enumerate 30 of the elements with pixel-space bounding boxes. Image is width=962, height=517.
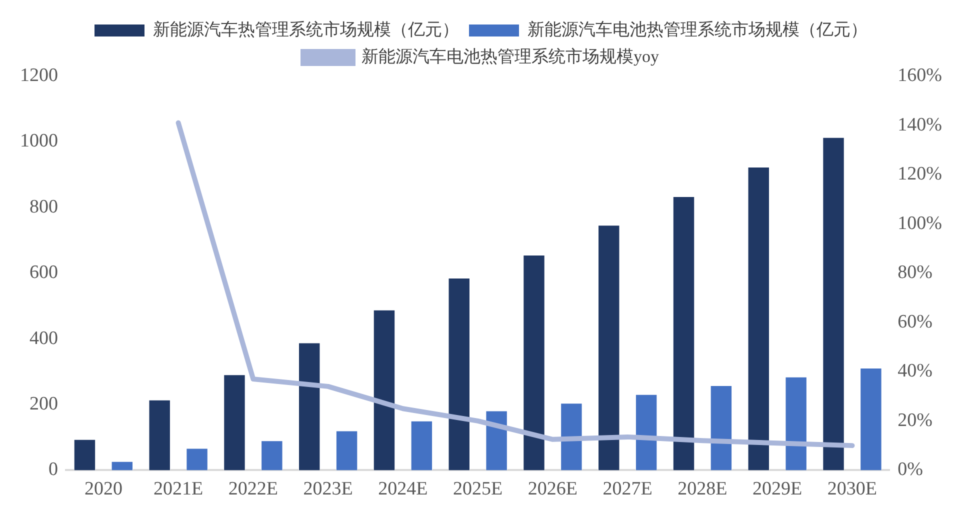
y-tick-label: 600 [30,262,58,284]
y-tick-label: 200 [30,393,58,414]
y2-tick-label: 100% [898,212,942,234]
y-tick-label: 800 [30,196,58,218]
x-tick-label: 2022E [228,478,278,500]
y2-tick-label: 60% [898,311,933,332]
x-tick-label: 2029E [752,478,802,500]
y2-tick-label: 120% [898,164,942,185]
x-tick-label: 2027E [602,478,652,500]
y-tick-label: 400 [30,328,58,349]
y-tick-label: 1200 [20,64,58,86]
y2-tick-label: 40% [898,360,933,382]
x-tick-label: 2026E [528,478,578,500]
legend-label: 新能源汽车电池热管理系统市场规模yoy [362,46,660,66]
y-tick-label: 1000 [20,130,58,152]
y2-tick-label: 140% [898,114,942,136]
x-tick-label: 2028E [678,478,728,500]
y2-tick-label: 20% [898,410,933,431]
y2-tick-label: 80% [898,262,933,284]
y-tick-label: 0 [48,459,58,480]
x-tick-label: 2030E [827,478,878,500]
x-tick-label: 2024E [378,478,428,500]
y2-tick-label: 0% [898,459,924,480]
legend-label: 新能源汽车电池热管理系统市场规模（亿元） [528,20,868,39]
x-tick-label: 2020 [84,478,122,500]
x-tick-label: 2025E [453,478,503,500]
x-tick-label: 2023E [303,478,353,500]
x-tick-label: 2021E [154,478,204,500]
legend-label: 新能源汽车热管理系统市场规模（亿元） [153,20,459,39]
y2-tick-label: 160% [898,64,942,86]
